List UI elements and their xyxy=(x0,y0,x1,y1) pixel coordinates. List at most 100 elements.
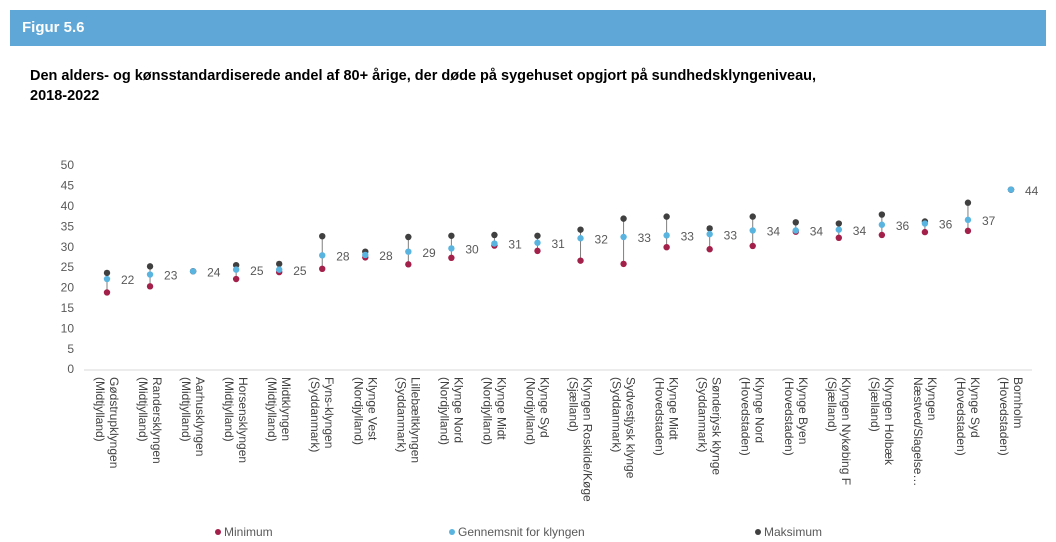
dot xyxy=(706,230,713,238)
x-tick-label: Bornholm (Hovedstaden) xyxy=(997,377,1025,456)
data-label: 33 xyxy=(724,228,738,242)
dot xyxy=(146,263,154,270)
dot xyxy=(663,213,670,220)
dot xyxy=(749,213,756,220)
x-tick-label: Randersklyngen (Midtjylland) xyxy=(136,377,165,464)
dot xyxy=(232,261,240,269)
data-label: 36 xyxy=(939,218,953,232)
dot xyxy=(146,271,154,278)
dot xyxy=(964,227,972,235)
dot xyxy=(835,226,843,233)
dot xyxy=(405,248,412,255)
dot xyxy=(491,231,498,239)
data-label: 32 xyxy=(595,232,609,246)
dot xyxy=(448,254,455,261)
x-tick-label: Klynge Syd (Hovedstaden) xyxy=(953,377,982,456)
y-tick-label: 10 xyxy=(61,321,75,335)
dot xyxy=(620,260,627,268)
dot xyxy=(706,246,713,253)
x-tick-label: Sydvestjysk klynge (Syddanmark) xyxy=(609,377,638,479)
y-tick-label: 30 xyxy=(61,240,75,254)
dot xyxy=(577,235,584,242)
data-label: 34 xyxy=(853,224,867,238)
y-tick-label: 45 xyxy=(61,179,75,193)
dot xyxy=(878,231,886,239)
dot xyxy=(878,211,886,218)
data-label: 28 xyxy=(379,249,393,263)
dot xyxy=(749,227,756,234)
y-tick-label: 0 xyxy=(67,362,74,376)
x-tick-label: Klynge Nord (Nordjylland) xyxy=(437,377,466,446)
dot xyxy=(103,269,111,277)
x-tick-label: Klynge Byen (Hovedstaden) xyxy=(781,377,810,456)
dot xyxy=(706,225,713,232)
dot xyxy=(878,221,886,228)
data-label: 25 xyxy=(293,264,307,278)
dot xyxy=(835,234,843,242)
dot xyxy=(835,220,843,227)
legend-label: Maksimum xyxy=(764,525,822,539)
data-label: 23 xyxy=(164,269,178,283)
dot xyxy=(275,266,283,273)
dot xyxy=(103,275,111,283)
dot xyxy=(146,283,154,290)
dot xyxy=(189,268,197,275)
data-label: 22 xyxy=(121,273,135,287)
data-label: 33 xyxy=(681,230,695,244)
dot xyxy=(232,275,240,283)
chart-title: Den alders- og kønsstandardiserede andel… xyxy=(30,68,817,104)
dot xyxy=(319,232,326,240)
data-label: 24 xyxy=(207,265,221,279)
data-label: 33 xyxy=(638,231,652,245)
x-tick-label: Klynge Midt (Nordjylland) xyxy=(480,377,509,446)
legend-marker xyxy=(215,529,221,535)
x-tick-label: Klyngen Næstved/Slagelse… xyxy=(910,377,939,487)
data-label: 25 xyxy=(250,264,264,278)
x-tick-label: Sønderjysk klynge (Syddanmark) xyxy=(695,377,724,476)
legend-label: Minimum xyxy=(224,525,273,539)
dot xyxy=(534,232,541,239)
dot xyxy=(921,228,929,236)
data-label: 29 xyxy=(422,246,436,260)
data-label: 36 xyxy=(896,219,910,233)
dot xyxy=(620,215,627,222)
dot xyxy=(319,265,326,273)
dot xyxy=(921,220,929,227)
dot xyxy=(964,199,972,206)
dot xyxy=(663,232,670,239)
data-label: 30 xyxy=(465,243,479,257)
dot xyxy=(448,232,455,239)
y-tick-label: 20 xyxy=(61,281,75,295)
legend-marker xyxy=(449,529,455,535)
x-tick-label: Klynge Midt (Hovedstaden) xyxy=(652,377,681,456)
y-tick-label: 35 xyxy=(61,219,75,233)
x-tick-label: Horsensklyngen (Midtjylland) xyxy=(222,377,251,464)
dot xyxy=(792,219,799,226)
x-tick-label: Klyngen Roskilde/Køge (Sjælland) xyxy=(566,377,595,502)
dot xyxy=(491,240,498,247)
x-tick-label: Klynge Vest (Nordjylland) xyxy=(351,377,380,446)
data-label: 31 xyxy=(551,237,565,251)
dot xyxy=(405,233,412,241)
data-label: 44 xyxy=(1025,184,1039,198)
y-tick-label: 50 xyxy=(61,158,75,172)
x-tick-label: Fyns-klyngen (Syddanmark) xyxy=(308,377,337,453)
data-label: 37 xyxy=(982,214,996,228)
dot xyxy=(663,243,670,251)
data-label: 34 xyxy=(767,225,781,239)
y-tick-label: 25 xyxy=(61,260,75,274)
x-tick-label: Klyngen Nykøbing F (Sjælland) xyxy=(824,377,853,486)
legend-label: Gennemsnit for klyngen xyxy=(458,525,585,539)
x-tick-label: Lillebæltklyngen (Syddanmark) xyxy=(394,377,423,464)
dot xyxy=(964,216,972,224)
x-tick-label: Aarhusklyngen (Midtjylland) xyxy=(179,377,208,457)
y-tick-label: 15 xyxy=(61,301,75,315)
y-tick-label: 40 xyxy=(61,199,75,213)
y-tick-label: 5 xyxy=(67,342,74,356)
x-tick-label: Klynge Nord (Hovedstaden) xyxy=(738,377,767,456)
dot xyxy=(275,260,283,268)
dot xyxy=(792,227,799,234)
x-tick-label: Midtklyngen (Midtjylland) xyxy=(265,377,294,442)
legend-marker xyxy=(755,529,761,535)
